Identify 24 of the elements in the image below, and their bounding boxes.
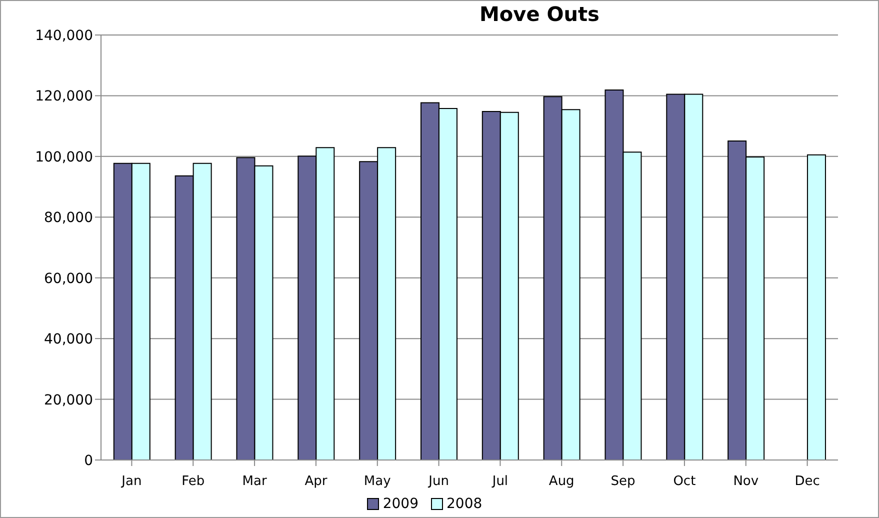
x-tick-label: Jan [120, 474, 142, 490]
y-tick-label: 60,000 [44, 270, 93, 287]
legend-label: 2009 [382, 496, 418, 512]
y-tick-label: 100,000 [35, 149, 93, 166]
x-tick-label: Nov [733, 474, 759, 490]
y-tick-label: 80,000 [44, 210, 93, 226]
x-tick-label: Feb [182, 474, 205, 490]
legend-label: 2008 [446, 496, 482, 512]
chart-title: Move Outs [478, 1, 600, 27]
y-tick-label: 20,000 [44, 392, 93, 408]
x-tick-label: Apr [304, 474, 328, 490]
y-tick-label: 40,000 [44, 332, 93, 348]
y-tick-label: 140,000 [35, 28, 93, 44]
x-tick-label: Jul [491, 474, 508, 490]
x-tick-label: Oct [673, 474, 696, 490]
x-tick-label: Mar [242, 474, 268, 490]
y-tick-label: 0 [84, 452, 93, 469]
x-tick-label: May [364, 474, 392, 490]
x-tick-label: Sep [610, 474, 636, 490]
bar [806, 154, 826, 460]
x-tick-label: Jun [428, 474, 449, 490]
y-tick-label: 120,000 [35, 88, 93, 105]
x-tick-label: Aug [548, 474, 574, 490]
x-tick-label: Dec [794, 474, 820, 490]
